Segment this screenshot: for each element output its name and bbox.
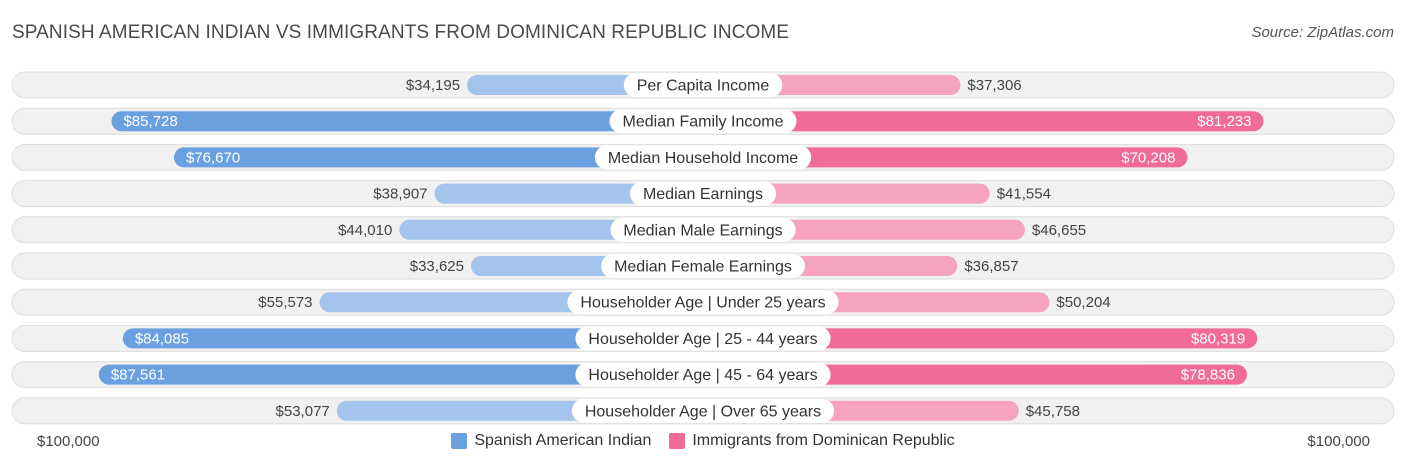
legend-swatch-right	[669, 433, 686, 449]
value-label-right: $80,319	[1191, 330, 1245, 347]
value-label-right: $70,208	[1121, 149, 1175, 166]
axis-right-label: $100,000	[1307, 433, 1370, 450]
bar-immigrants-dominican-republic	[703, 147, 1188, 168]
value-label-left: $84,085	[135, 330, 189, 347]
bar-spanish-american-indian	[111, 111, 703, 132]
value-label-left: $33,625	[410, 258, 464, 275]
category-label: Median Female Earnings	[614, 259, 792, 276]
bar-spanish-american-indian	[98, 364, 703, 385]
source-credit: Source: ZipAtlas.com	[1251, 24, 1394, 41]
value-label-left: $44,010	[338, 222, 392, 239]
value-label-right: $78,836	[1181, 367, 1235, 384]
value-label-right: $46,655	[1032, 222, 1086, 239]
category-pill	[594, 145, 812, 170]
category-label: Median Male Earnings	[623, 222, 782, 239]
value-label-left: $76,670	[186, 149, 240, 166]
category-pill	[575, 362, 831, 387]
axis-left-label: $100,000	[37, 433, 100, 450]
category-pill	[575, 326, 831, 351]
bar-immigrants-dominican-republic	[703, 364, 1247, 385]
legend-label-left: Spanish American Indian	[474, 432, 652, 449]
chart-title: SPANISH AMERICAN INDIAN VS IMMIGRANTS FR…	[12, 22, 790, 43]
legend: Spanish American Indian Immigrants from …	[0, 432, 1406, 450]
category-label: Householder Age | Over 65 years	[585, 403, 821, 420]
value-label-right: $36,857	[964, 258, 1018, 275]
category-label: Householder Age | Under 25 years	[580, 295, 825, 312]
value-label-right: $45,758	[1026, 403, 1080, 420]
bar-spanish-american-indian	[173, 147, 704, 168]
value-label-left: $34,195	[406, 77, 460, 94]
category-label: Median Family Income	[623, 114, 784, 131]
value-label-left: $85,728	[123, 113, 177, 130]
value-label-left: $87,561	[111, 367, 165, 384]
category-label: Householder Age | 45 - 64 years	[588, 367, 817, 384]
bar-spanish-american-indian	[122, 328, 704, 349]
bar-immigrants-dominican-republic	[703, 111, 1264, 132]
value-label-right: $81,233	[1197, 113, 1251, 130]
legend-item-immigrants-dominican-republic[interactable]: Immigrants from Dominican Republic	[669, 432, 955, 450]
value-label-left: $38,907	[373, 186, 427, 203]
legend-swatch-left	[451, 433, 468, 449]
category-pill	[623, 73, 783, 97]
category-pill	[567, 290, 839, 315]
category-pill	[610, 217, 796, 242]
category-pill	[629, 181, 777, 206]
category-label: Median Earnings	[643, 186, 763, 203]
bar-immigrants-dominican-republic	[703, 328, 1258, 349]
value-label-right: $50,204	[1056, 294, 1110, 311]
category-pill	[571, 398, 835, 423]
category-label: Householder Age | 25 - 44 years	[588, 331, 817, 348]
category-label: Median Household Income	[608, 150, 798, 167]
legend-label-right: Immigrants from Dominican Republic	[692, 432, 955, 449]
category-label: Per Capita Income	[637, 78, 770, 95]
category-pill	[601, 254, 805, 278]
value-label-left: $53,077	[276, 403, 330, 420]
category-pill	[609, 109, 797, 134]
value-label-right: $41,554	[997, 186, 1051, 203]
value-label-right: $37,306	[967, 77, 1021, 94]
value-label-left: $55,573	[258, 294, 312, 311]
legend-item-spanish-american-indian[interactable]: Spanish American Indian	[451, 432, 651, 450]
